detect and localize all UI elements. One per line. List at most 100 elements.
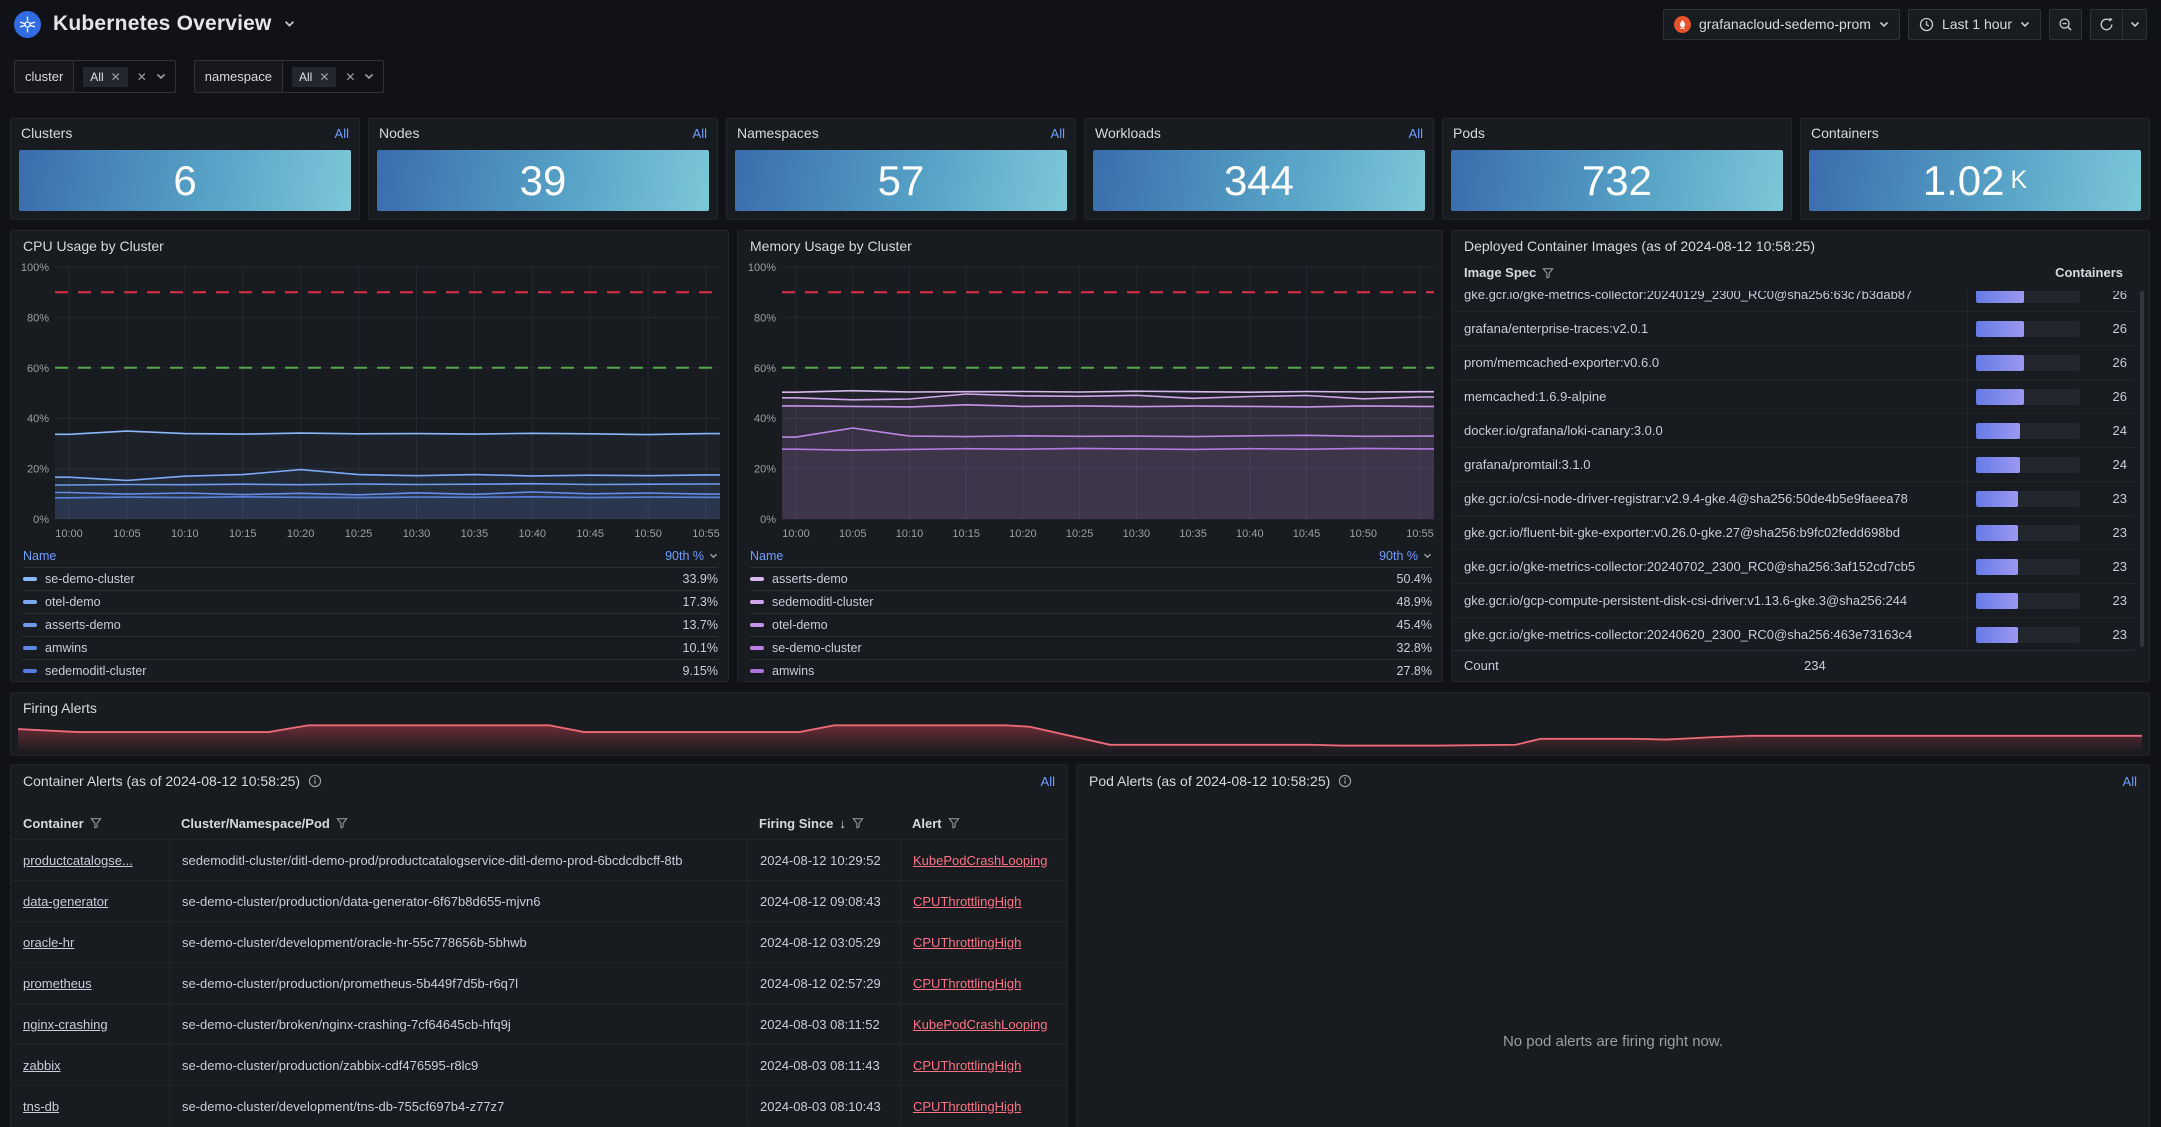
memory-usage-chart[interactable]: 0% 20% 40% 60% 80% 100% 10:00 10:05 10:10 10:15 10… [744, 259, 1438, 545]
namespace-value-chip[interactable]: All ✕ [291, 66, 337, 87]
series-color-swatch[interactable] [23, 669, 37, 673]
column-header-container[interactable]: Container [11, 816, 169, 831]
legend-value-header[interactable]: 90th % [665, 549, 718, 563]
all-link[interactable]: All [2122, 773, 2137, 789]
table-scrollbar[interactable] [2140, 291, 2144, 647]
refresh-button[interactable] [2090, 8, 2123, 40]
stat-value-area[interactable]: 1.02 K [1809, 150, 2141, 211]
stat-value-area[interactable]: 57 [735, 150, 1067, 211]
container-link[interactable]: nginx-crashing [23, 1016, 108, 1032]
stat-value-area[interactable]: 39 [377, 150, 709, 211]
container-link[interactable]: tns-db [23, 1098, 60, 1114]
container-link[interactable]: data-generator [23, 893, 109, 909]
filter-funnel-icon[interactable] [89, 817, 102, 829]
info-icon[interactable] [1338, 774, 1352, 788]
series-name[interactable]: otel-demo [45, 595, 101, 609]
container-count: 23 [2112, 525, 2127, 540]
all-link[interactable]: All [1408, 125, 1423, 141]
svg-text:40%: 40% [27, 413, 49, 425]
cluster-variable-picker[interactable]: All ✕ ✕ [73, 60, 176, 93]
series-name[interactable]: se-demo-cluster [45, 572, 135, 586]
all-link[interactable]: All [334, 125, 349, 141]
cpu-usage-chart[interactable]: 0% 20% 40% 60% 80% 100% 10:00 10:05 10:10 10:15 10… [17, 259, 724, 545]
series-color-swatch[interactable] [23, 600, 37, 604]
all-link[interactable]: All [1050, 125, 1065, 141]
legend-name-header[interactable]: Name [23, 549, 57, 563]
filter-funnel-icon[interactable] [947, 817, 960, 829]
filter-funnel-icon[interactable] [1542, 267, 1555, 279]
alert-link[interactable]: CPUThrottlingHigh [913, 1098, 1022, 1114]
datasource-picker[interactable]: grafanacloud-sedemo-prom [1662, 8, 1900, 40]
column-header-cluster-namespace-pod[interactable]: Cluster/Namespace/Pod [169, 816, 747, 831]
series-color-swatch[interactable] [750, 623, 764, 627]
cluster-value-chip[interactable]: All ✕ [83, 66, 128, 87]
time-range-picker[interactable]: Last 1 hour [1907, 8, 2041, 40]
stat-value-area[interactable]: 6 [19, 150, 351, 211]
panel-title[interactable]: Container Alerts (as of 2024-08-12 10:58… [23, 773, 301, 789]
legend-name-header[interactable]: Name [750, 549, 784, 563]
series-color-swatch[interactable] [750, 600, 764, 604]
panel-title[interactable]: Memory Usage by Cluster [750, 238, 912, 254]
dashboard-switcher-chevron[interactable] [284, 20, 295, 28]
info-icon[interactable] [308, 774, 322, 788]
filter-funnel-icon[interactable] [852, 817, 864, 829]
alert-link[interactable]: KubePodCrashLooping [913, 1016, 1048, 1032]
namespace-variable-picker[interactable]: All ✕ ✕ [281, 60, 385, 93]
series-name[interactable]: sedemoditl-cluster [45, 664, 147, 678]
alert-link[interactable]: CPUThrottlingHigh [913, 893, 1022, 909]
stat-value-area[interactable]: 732 [1451, 150, 1783, 211]
clear-all-icon[interactable]: ✕ [136, 69, 147, 84]
series-name[interactable]: asserts-demo [45, 618, 121, 632]
all-link[interactable]: All [692, 125, 707, 141]
container-link[interactable]: productcatalogse... [23, 852, 133, 868]
chevron-down-icon[interactable] [156, 73, 166, 80]
remove-value-icon[interactable]: ✕ [319, 69, 330, 84]
svg-text:10:15: 10:15 [952, 528, 980, 540]
page-title[interactable]: Kubernetes Overview [53, 12, 272, 35]
alert-link[interactable]: CPUThrottlingHigh [913, 1057, 1022, 1073]
stat-value-area[interactable]: 344 [1093, 150, 1425, 211]
series-name[interactable]: otel-demo [772, 618, 828, 632]
column-header-containers[interactable]: Containers [2055, 265, 2123, 280]
series-value: 32.8% [1396, 641, 1432, 655]
container-link[interactable]: prometheus [23, 975, 92, 991]
alert-link[interactable]: KubePodCrashLooping [913, 852, 1048, 868]
series-name[interactable]: asserts-demo [772, 572, 848, 586]
alert-link[interactable]: CPUThrottlingHigh [913, 975, 1022, 991]
series-color-swatch[interactable] [750, 577, 764, 581]
series-name[interactable]: amwins [772, 664, 815, 678]
column-header-alert[interactable]: Alert [900, 816, 1067, 831]
chevron-down-icon[interactable] [364, 73, 374, 80]
series-color-swatch[interactable] [750, 669, 764, 673]
alert-link[interactable]: CPUThrottlingHigh [913, 934, 1022, 950]
series-name[interactable]: sedemoditl-cluster [772, 595, 874, 609]
legend-value-header[interactable]: 90th % [1379, 549, 1432, 563]
panel-title[interactable]: Pod Alerts (as of 2024-08-12 10:58:25) [1089, 773, 1331, 789]
series-color-swatch[interactable] [23, 646, 37, 650]
column-header-image-spec[interactable]: Image Spec [1464, 265, 1537, 280]
series-name[interactable]: se-demo-cluster [772, 641, 862, 655]
all-link[interactable]: All [1040, 773, 1055, 789]
legend-row: amwins 27.8% [750, 659, 1432, 682]
refresh-interval-dropdown[interactable] [2123, 8, 2147, 40]
column-header-firing-since[interactable]: Firing Since ↓ [747, 816, 900, 831]
images-table-body[interactable]: gke.gcr.io/gke-metrics-collector:2024012… [1452, 291, 2135, 649]
series-color-swatch[interactable] [23, 577, 37, 581]
bar-gauge [1976, 592, 2080, 609]
firing-alerts-chart[interactable] [18, 711, 2142, 753]
remove-value-icon[interactable]: ✕ [110, 69, 121, 84]
series-name[interactable]: amwins [45, 641, 88, 655]
panel-title[interactable]: Deployed Container Images (as of 2024-08… [1464, 238, 1815, 254]
container-link[interactable]: zabbix [23, 1057, 61, 1073]
panel-title[interactable]: Firing Alerts [23, 700, 97, 716]
table-row: gke.gcr.io/csi-node-driver-registrar:v2.… [1452, 481, 2135, 515]
chevron-down-icon [1879, 21, 1889, 27]
zoom-out-button[interactable] [2049, 8, 2082, 40]
container-link[interactable]: oracle-hr [23, 934, 75, 950]
panel-title[interactable]: CPU Usage by Cluster [23, 238, 164, 254]
sort-desc-icon[interactable]: ↓ [839, 815, 846, 831]
filter-funnel-icon[interactable] [336, 817, 348, 829]
series-color-swatch[interactable] [23, 623, 37, 627]
series-color-swatch[interactable] [750, 646, 764, 650]
clear-all-icon[interactable]: ✕ [345, 69, 356, 84]
